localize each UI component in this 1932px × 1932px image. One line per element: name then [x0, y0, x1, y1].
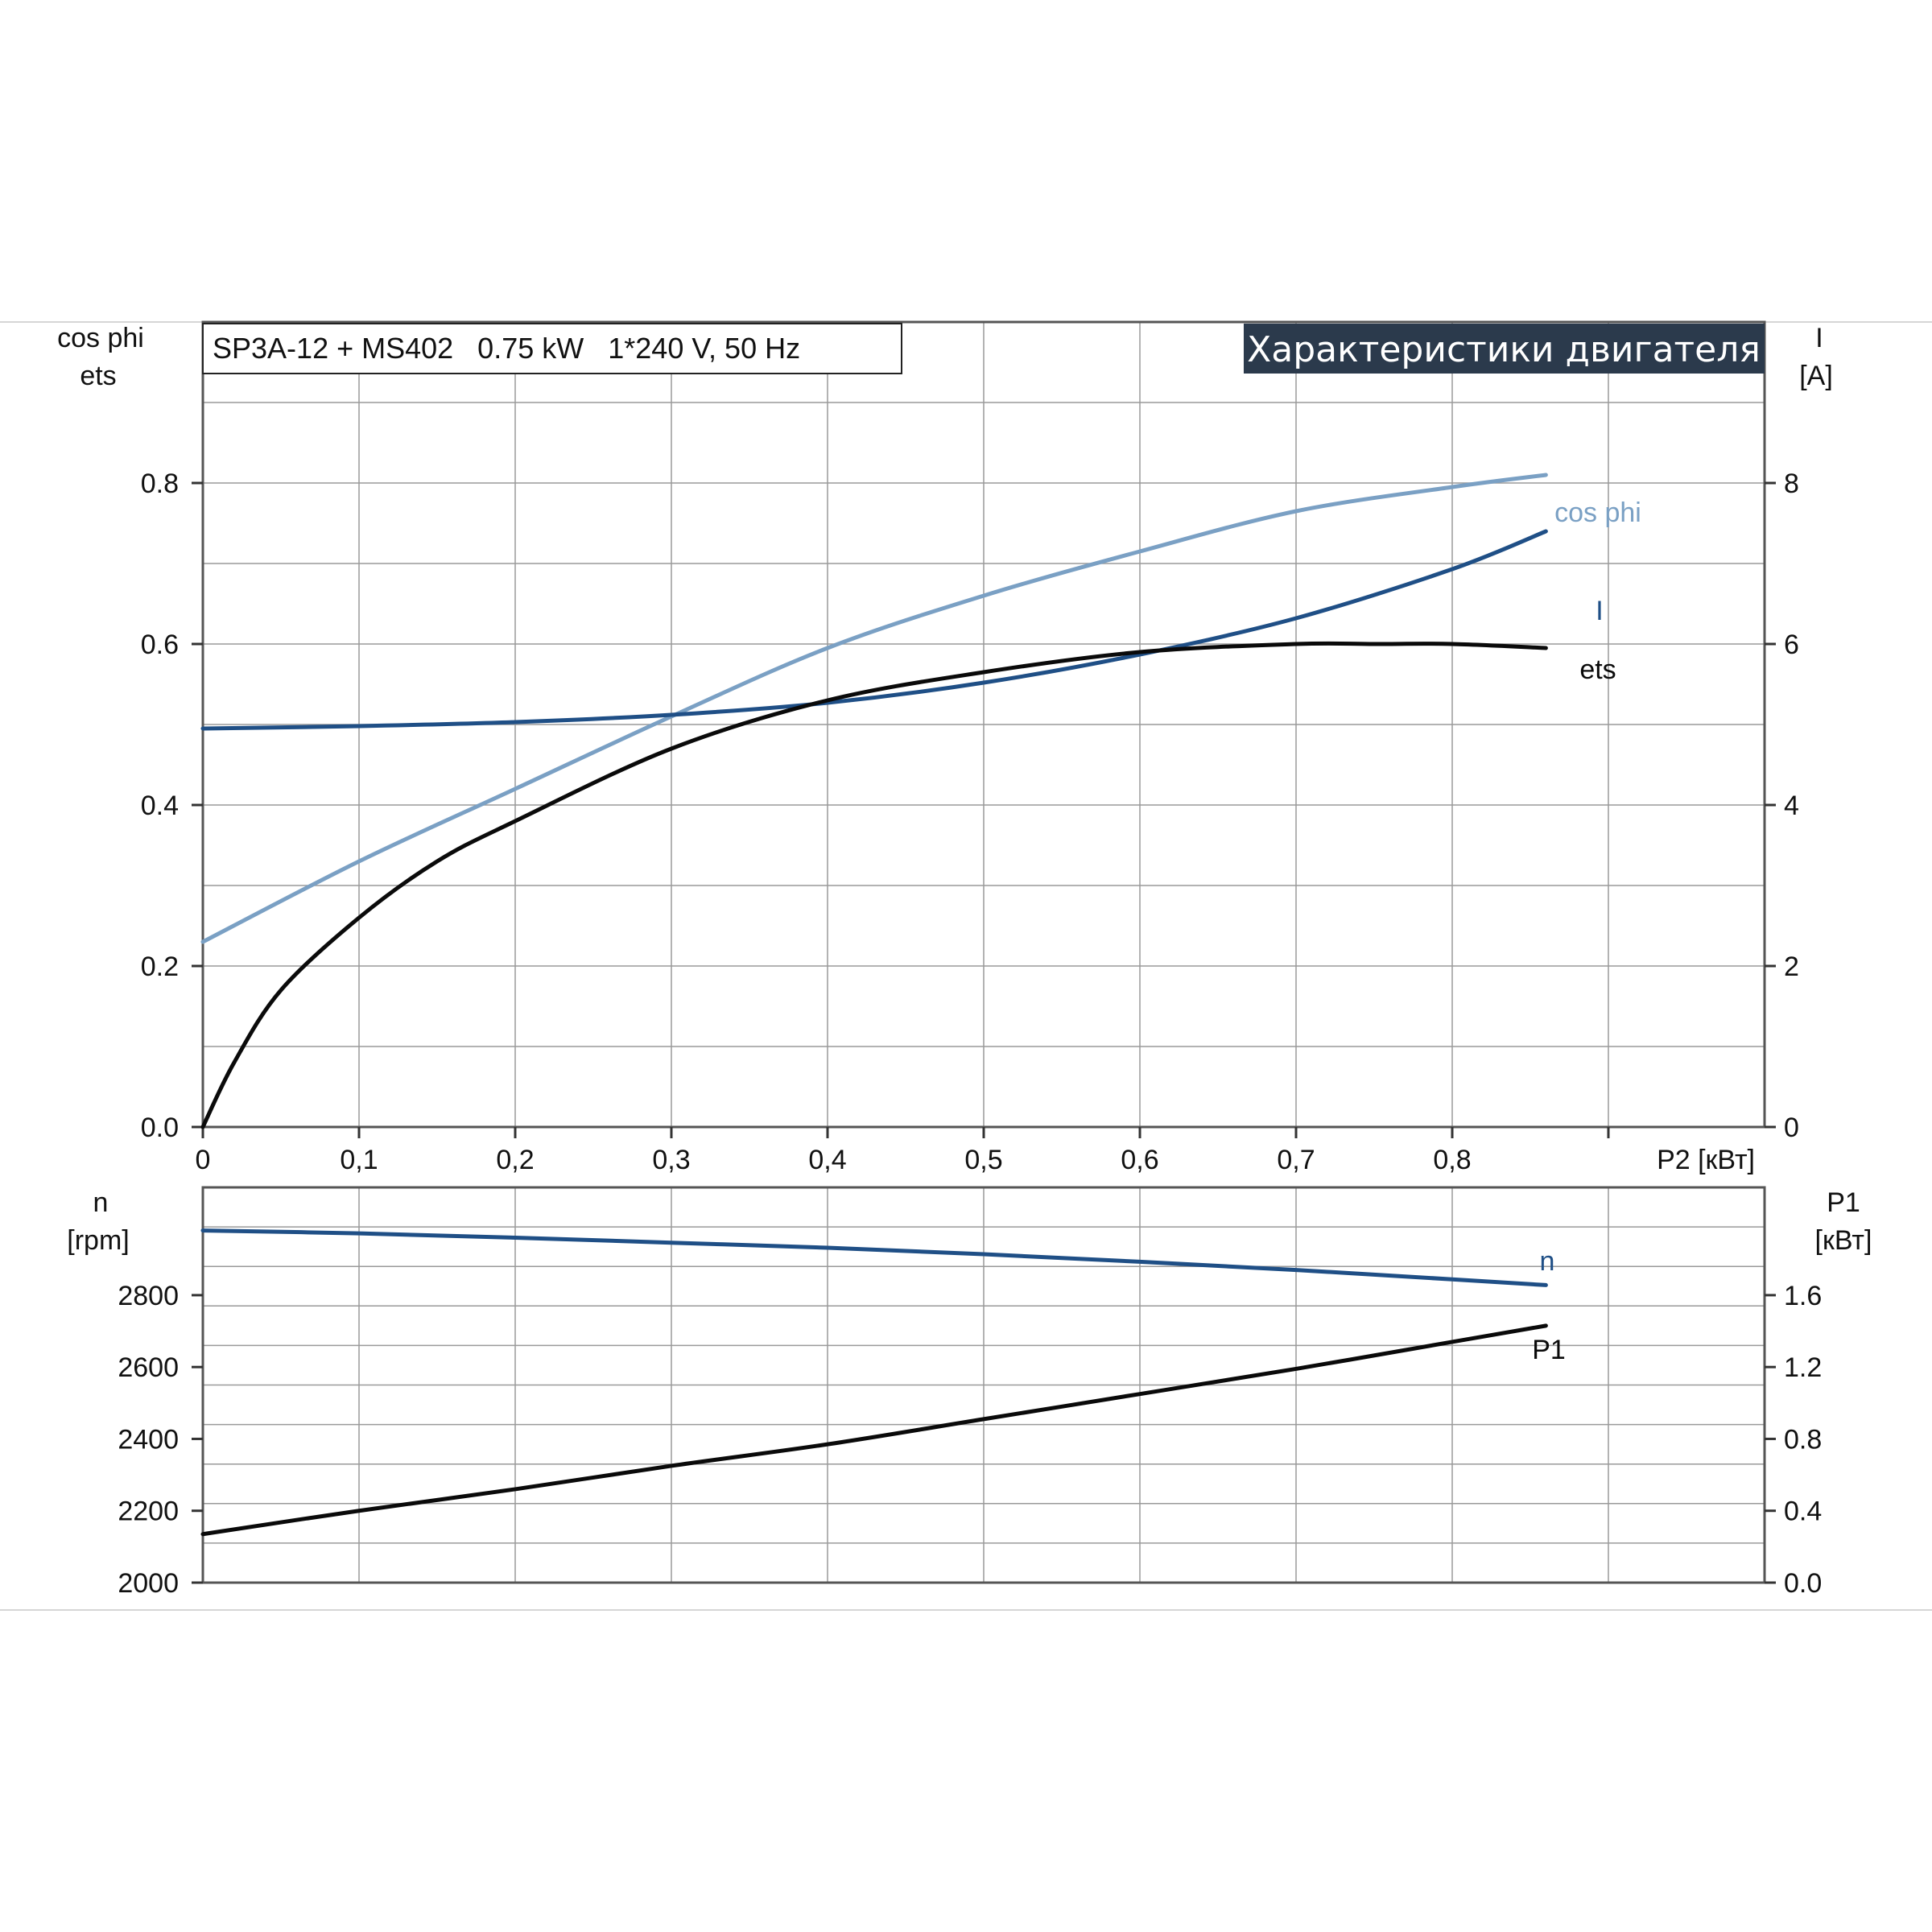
bottom-panel-series [200, 1228, 1548, 1537]
info-box [202, 323, 902, 374]
series-line-cos-phi [200, 473, 1548, 944]
bottom-left-axis-title-2: [rpm] [67, 1225, 129, 1256]
x-tick-label: 0,6 [1121, 1145, 1158, 1175]
bottom-panel-right-tick-label: 0.4 [1784, 1496, 1822, 1527]
bottom-panel-right-tick-label: 1.6 [1784, 1281, 1822, 1311]
x-tick-label: 0,3 [652, 1145, 690, 1175]
x-tick-label: 0,8 [1433, 1145, 1471, 1175]
x-tick-label: 0,5 [964, 1145, 1002, 1175]
bottom-panel-left-tick-label: 2000 [118, 1568, 179, 1599]
series-line-n [200, 1228, 1548, 1287]
bottom-panel-left-tick-label: 2800 [118, 1281, 179, 1311]
series-label-current: I [1596, 596, 1603, 626]
bottom-right-axis-title-2: [кВт] [1815, 1225, 1872, 1256]
top-panel-right-tick-label: 0 [1784, 1113, 1799, 1143]
top-right-axis-title-2: [A] [1799, 361, 1833, 391]
top-panel-grid [203, 322, 1765, 1127]
series-line-ets [200, 641, 1548, 1129]
series-label-n: n [1540, 1246, 1555, 1277]
top-left-axis-title-1: cos phi [57, 323, 144, 353]
bottom-panel-right-tick-label: 0.8 [1784, 1424, 1822, 1455]
bottom-panel-right-tick-label: 1.2 [1784, 1352, 1822, 1383]
top-panel-right-tick-label: 2 [1784, 952, 1799, 982]
bottom-panel-left-tick-label: 2600 [118, 1352, 179, 1383]
top-panel-left-tick-label: 0.4 [141, 791, 179, 821]
bottom-panel-left-tick-label: 2400 [118, 1424, 179, 1455]
x-tick-label: 0,1 [340, 1145, 378, 1175]
bottom-plot-frame [201, 1186, 1766, 1584]
series-label-ets: ets [1579, 654, 1616, 685]
series-label-p1: P1 [1532, 1335, 1566, 1365]
top-panel-left-tick-label: 0.8 [141, 469, 179, 499]
banner-title: Характеристики двигателя [1247, 329, 1761, 370]
top-panel-right-tick-label: 6 [1784, 630, 1799, 660]
bottom-panel-ticks: 2000 2200 2400 2600 2800 0.0 0.4 0.8 1.2 1.6 [118, 1281, 1822, 1599]
x-tick-label: 0,7 [1277, 1145, 1315, 1175]
bottom-panel-right-tick-label: 0.0 [1784, 1568, 1822, 1599]
bottom-panel-grid [203, 1187, 1765, 1583]
bottom-panel-left-tick-label: 2200 [118, 1496, 179, 1527]
top-right-axis-title-1: I [1815, 323, 1823, 353]
info-box-text: SP3A-12 + MS402 0.75 kW 1*240 V, 50 Hz [213, 332, 800, 365]
top-panel-right-tick-label: 8 [1784, 469, 1799, 499]
series-label-cos-phi: cos phi [1554, 497, 1641, 528]
top-panel-left-tick-label: 0.0 [141, 1113, 179, 1143]
bottom-left-axis-title-1: n [93, 1187, 109, 1218]
top-panel-left-tick-label: 0.2 [141, 952, 179, 982]
x-tick-label: 0 [196, 1145, 211, 1175]
series-line-p1 [200, 1323, 1548, 1537]
banner-background [1244, 324, 1765, 374]
x-tick-label: 0,2 [496, 1145, 534, 1175]
top-left-axis-title-2: ets [80, 361, 116, 391]
x-axis-title: P2 [кВт] [1657, 1145, 1755, 1175]
top-panel-right-tick-label: 4 [1784, 791, 1799, 821]
series-line-i [200, 529, 1548, 731]
x-tick-label: 0,4 [808, 1145, 846, 1175]
top-panel-ticks: 0.0 0.2 0.4 0.6 0.8 0 2 4 6 8 0 0,1 0,2 0,3 0,4 0,5 0,6 0… [141, 469, 1799, 1175]
bottom-right-axis-title-1: P1 [1827, 1187, 1860, 1218]
top-panel-series [200, 473, 1548, 1129]
top-panel-left-tick-label: 0.6 [141, 630, 179, 660]
